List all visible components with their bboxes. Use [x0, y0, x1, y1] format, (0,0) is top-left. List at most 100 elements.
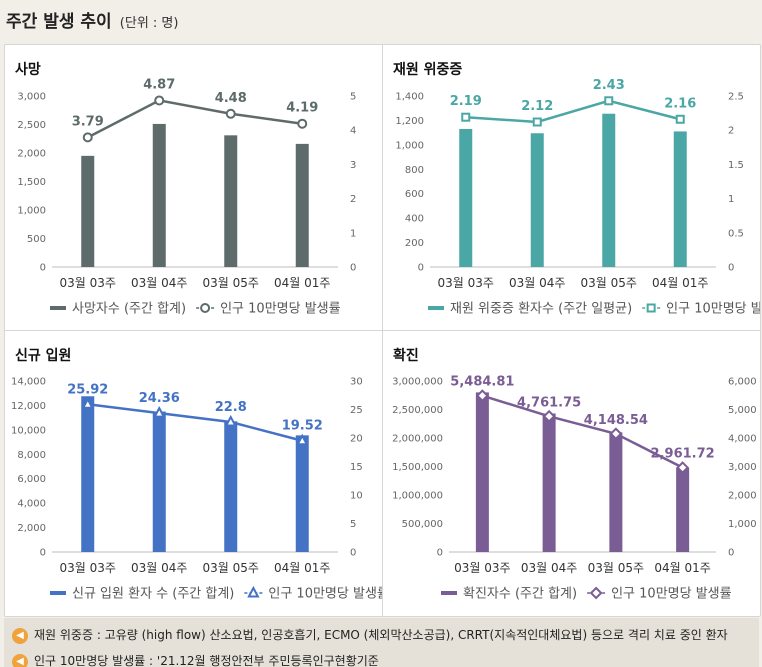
data-label: 4.87 [143, 77, 175, 92]
y-tick-left: 2,000 [17, 523, 46, 534]
rate-line [87, 403, 303, 442]
y-tick-left: 1,400 [395, 92, 424, 103]
footnote-text: 인구 10만명당 발생률 : '21.12월 행정안전부 주민등록인구현황기준 [34, 654, 379, 667]
x-tick: 03월 04주 [131, 276, 187, 290]
y-tick-left: 1,000 [395, 140, 424, 151]
chart-title: 재원 위중증 [393, 62, 463, 78]
bar [295, 435, 309, 552]
chart-svg: 0 500 1,000 1,500 2,000 2,500 3,000 0 1 2 3 4 5 3.79 4… [17, 77, 356, 317]
y-tick-right: 20 [350, 434, 363, 445]
y-tick-left: 6,000 [17, 474, 46, 485]
y-tick-right: 3 [350, 160, 356, 171]
chart-title: 신규 입원 [15, 348, 72, 364]
bar [152, 123, 166, 268]
rate-marker [475, 389, 489, 403]
footnotes: ◀ 재원 위중증 : 고유량 (high flow) 산소요법, 인공호흡기, E… [4, 618, 759, 667]
chart-svg: 0 500,000 1,000,000 1,500,000 2,000,000 2,500… [392, 375, 757, 602]
y-tick-left: 3,000 [17, 92, 46, 103]
y-tick-left: 200 [405, 238, 424, 249]
chart-panel-admissions: 신규 입원 0 2,000 4,000 6,000 8,000 10,000 12,000 1… [5, 331, 383, 616]
y-tick-left: 1,000 [17, 206, 46, 217]
legend: 확진자수 (주간 합계) 인구 10만명당 발생률 [441, 587, 732, 602]
rate-marker [153, 406, 166, 418]
y-tick-right: 2,000 [728, 491, 757, 502]
y-tick-left: 0 [40, 263, 46, 274]
y-tick-right: 0.5 [728, 228, 744, 239]
bar [224, 421, 238, 552]
chart-grid: 사망 0 500 1,000 1,500 2,000 2,500 3,000 0 1 2 3 4 5 3.… [4, 44, 761, 617]
rate-marker [676, 461, 690, 475]
y-tick-left: 2,500,000 [392, 405, 443, 416]
footnote: ◀ 재원 위중증 : 고유량 (high flow) 산소요법, 인공호흡기, E… [12, 625, 728, 645]
bar [224, 135, 238, 267]
rate-line [465, 99, 681, 124]
rate-marker [542, 409, 556, 423]
x-tick: 03월 04주 [521, 561, 577, 575]
footnote: ◀ 인구 10만명당 발생률 : '21.12월 행정안전부 주민등록인구현황기준 [12, 651, 379, 667]
x-tick: 04월 01주 [652, 276, 708, 290]
y-tick-left: 1,500,000 [392, 462, 443, 473]
bar [609, 432, 623, 552]
y-tick-left: 600 [405, 189, 424, 200]
rate-line [87, 99, 303, 139]
y-tick-right: 5 [350, 92, 356, 103]
y-tick-left: 1,000,000 [392, 491, 443, 502]
legend-line-label: 인구 10만명당 발생률 [220, 302, 341, 317]
chart-panel-confirmed: 확진 0 500,000 1,000,000 1,500,000 2,000,000 2,… [383, 331, 760, 616]
data-label: 2,961.72 [651, 447, 715, 462]
legend: 사망자수 (주간 합계) 인구 10만명당 발생률 [50, 302, 341, 317]
rate-marker [81, 397, 94, 409]
bar [81, 396, 95, 552]
rate-marker [296, 433, 309, 446]
speaker-icon: ◀ [12, 627, 28, 644]
data-label: 2.16 [664, 96, 696, 111]
data-label: 2.43 [593, 78, 625, 93]
y-tick-right: 3,000 [728, 462, 757, 473]
x-tick: 03월 05주 [203, 561, 259, 575]
speaker-icon: ◀ [12, 653, 28, 667]
x-tick: 04월 01주 [274, 561, 330, 575]
unit-label: (단위 : 명) [119, 16, 179, 31]
data-label: 24.36 [139, 391, 180, 406]
legend-bar-label: 신규 입원 환자 수 (주간 합계) [72, 587, 234, 602]
y-tick-left: 10,000 [11, 425, 46, 436]
legend-line-label: 인구 10만명당 발생률 [666, 302, 760, 317]
rate-line [482, 394, 684, 469]
x-tick: 03월 03주 [60, 276, 116, 290]
rate-marker [224, 414, 237, 427]
rate-marker [297, 118, 308, 129]
y-tick-left: 800 [405, 165, 424, 176]
data-label: 2.19 [450, 94, 482, 109]
x-tick: 03월 04주 [131, 561, 187, 575]
data-label: 25.92 [67, 382, 108, 397]
rate-marker [532, 117, 542, 127]
x-tick: 03월 05주 [588, 561, 644, 575]
y-tick-left: 4,000 [17, 499, 46, 510]
chart-svg: 0 200 400 600 800 1,000 1,200 1,400 0 0.5 1 1.5 2 2.5… [395, 78, 760, 317]
y-tick-left: 500,000 [402, 519, 443, 530]
legend-bar-label: 사망자수 (주간 합계) [72, 302, 186, 317]
bar [673, 131, 687, 267]
x-tick: 04월 01주 [654, 561, 710, 575]
y-tick-left: 8,000 [17, 450, 46, 461]
legend-line-marker [646, 303, 656, 313]
x-tick: 03월 03주 [60, 561, 116, 575]
y-tick-right: 1,000 [728, 519, 757, 530]
chart-panel-deaths: 사망 0 500 1,000 1,500 2,000 2,500 3,000 0 1 2 3 4 5 3.… [5, 45, 383, 331]
rate-marker [609, 427, 623, 441]
x-tick: 03월 05주 [581, 276, 637, 290]
y-tick-right: 0 [728, 548, 734, 559]
y-tick-left: 0 [437, 548, 443, 559]
y-tick-right: 1.5 [728, 160, 744, 171]
y-tick-left: 1,500 [17, 177, 46, 188]
y-tick-left: 500 [27, 234, 46, 245]
bar [542, 413, 556, 552]
y-tick-right: 4 [350, 126, 356, 137]
y-tick-right: 0 [350, 263, 356, 274]
y-tick-left: 3,000,000 [392, 377, 443, 388]
y-tick-left: 0 [418, 263, 424, 274]
y-tick-left: 400 [405, 214, 424, 225]
chart-panel-critical: 재원 위중증 0 200 400 600 800 1,000 1,200 1,400 0 0.5 1… [383, 45, 760, 331]
y-tick-right: 6,000 [728, 377, 757, 388]
legend-line-marker [589, 586, 603, 600]
